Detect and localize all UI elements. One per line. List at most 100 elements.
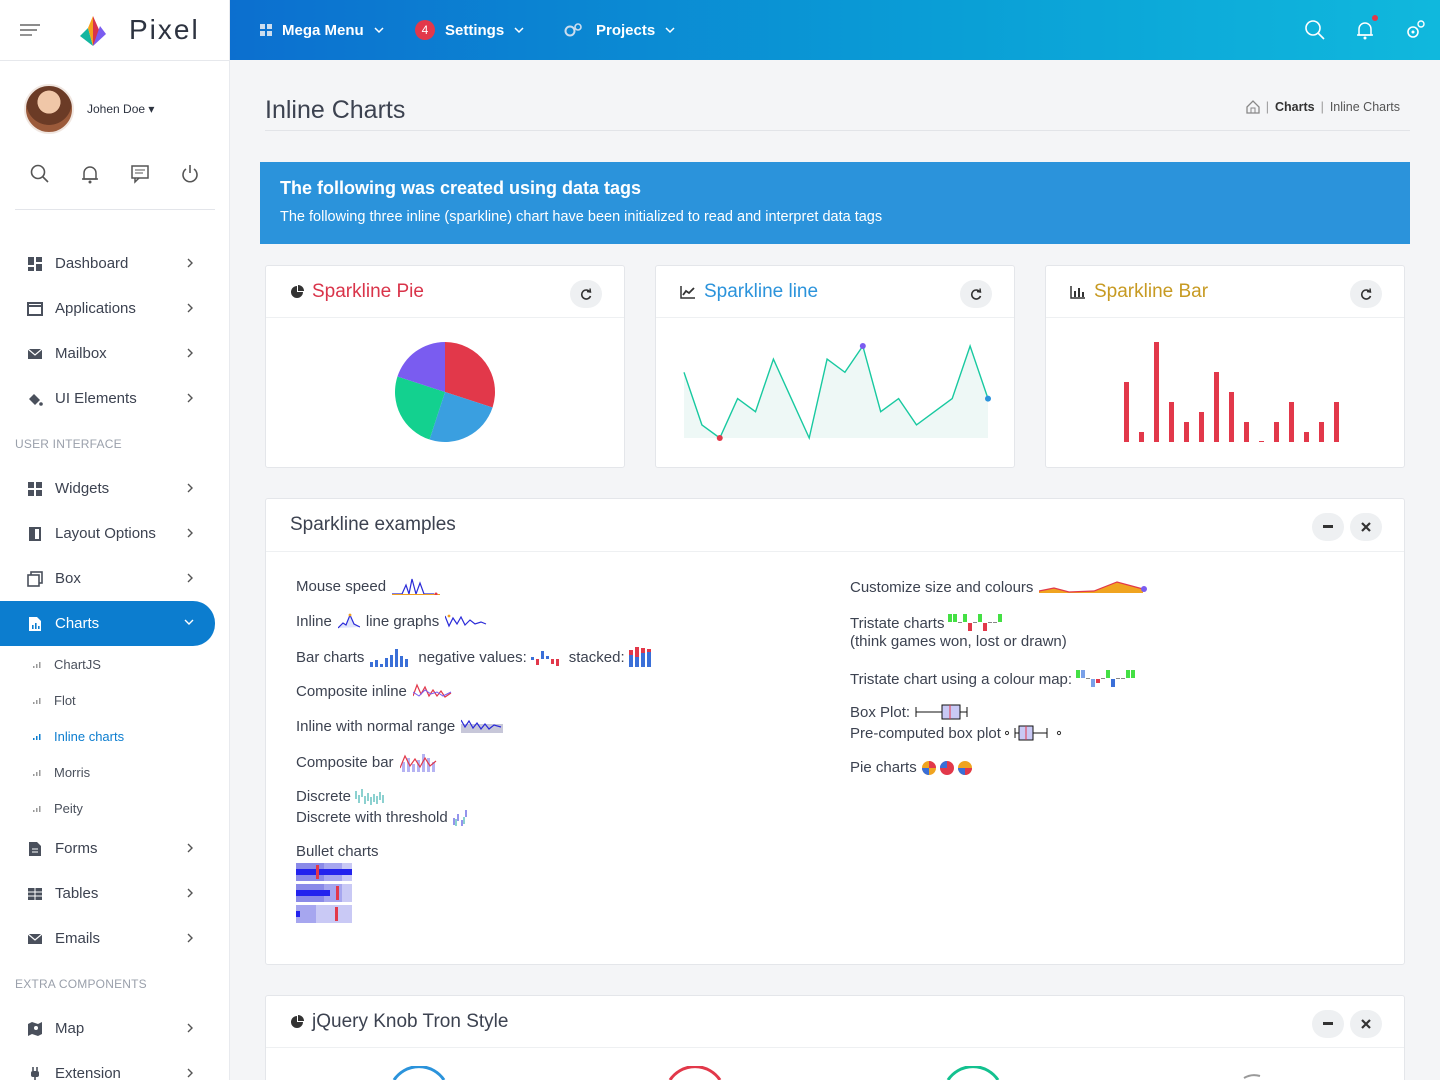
mini-line-sparkline: [445, 614, 487, 628]
sidebar: Pixel Johen Doe ▾ Dashboard Applications…: [0, 0, 230, 1080]
sidebar-subitem-label: Morris: [54, 764, 91, 780]
chevron-right-icon: [187, 483, 193, 493]
sidebar-subitem-flot[interactable]: Flot: [0, 682, 230, 718]
refresh-button[interactable]: [960, 280, 992, 308]
avatar[interactable]: [24, 84, 74, 134]
table-icon: [28, 887, 42, 900]
sidebar-item-mailbox[interactable]: Mailbox: [0, 331, 230, 376]
close-button[interactable]: [1350, 513, 1382, 541]
main-content: Inline Charts | Charts | Inline Charts T…: [230, 60, 1440, 1080]
map-icon: [28, 1021, 42, 1036]
settings-label: Settings: [445, 21, 505, 39]
sidebar-menu: Dashboard Applications Mailbox UI Elemen…: [0, 241, 230, 1080]
mini-negative-bar-sparkline: [530, 651, 559, 666]
knob-previews: [392, 1066, 1261, 1080]
sidebar-subitem-morris[interactable]: Morris: [0, 754, 230, 790]
projects-menu-button[interactable]: Projects: [564, 0, 675, 60]
hamburger-icon[interactable]: [20, 24, 40, 38]
line-chart-icon: [680, 285, 695, 299]
example-label: Pie charts: [850, 759, 917, 776]
settings-menu-button[interactable]: 4 Settings: [415, 0, 524, 60]
mini-line-sparkline: [392, 578, 441, 595]
chat-icon[interactable]: [130, 164, 150, 184]
notification-dot: [1372, 15, 1378, 21]
sidebar-subitem-peity[interactable]: Peity: [0, 790, 230, 826]
mega-menu-label: Mega Menu: [282, 21, 364, 39]
close-button[interactable]: [1350, 1010, 1382, 1038]
sidebar-item-tables[interactable]: Tables: [0, 871, 230, 916]
sidebar-subitem-label: Flot: [54, 692, 76, 708]
user-name[interactable]: Johen Doe ▾: [87, 102, 155, 116]
search-icon[interactable]: [1304, 19, 1326, 41]
power-icon[interactable]: [180, 164, 200, 184]
sidebar-subitem-chartjs[interactable]: ChartJS: [0, 646, 230, 682]
sidebar-subitem-inline-charts[interactable]: Inline charts: [0, 718, 230, 754]
example-inline-line-graphs: Inline line graphs: [296, 612, 489, 630]
bar: [1319, 422, 1324, 442]
sidebar-item-forms[interactable]: Forms: [0, 826, 230, 871]
sidebar-item-label: Map: [55, 1020, 85, 1037]
example-label: Bullet charts: [296, 843, 379, 860]
sidebar-item-map[interactable]: Map: [0, 1006, 230, 1051]
max-point: [859, 343, 866, 349]
search-icon[interactable]: [30, 164, 50, 184]
sparkline-pie-card: Sparkline Pie: [265, 265, 625, 468]
chevron-right-icon: [187, 393, 193, 403]
sidebar-item-charts[interactable]: Charts: [0, 601, 215, 646]
settings-badge: 4: [415, 20, 435, 40]
sidebar-item-box[interactable]: Box: [0, 556, 230, 601]
mega-menu-button[interactable]: Mega Menu: [260, 0, 384, 60]
sidebar-item-layout-options[interactable]: Layout Options: [0, 511, 230, 556]
home-icon[interactable]: [1246, 100, 1260, 114]
sidebar-item-emails[interactable]: Emails: [0, 916, 230, 961]
sidebar-item-dashboard[interactable]: Dashboard: [0, 241, 230, 286]
mini-discrete-threshold-sparkline: [453, 810, 467, 826]
sidebar-item-label: Box: [55, 570, 81, 587]
banner-text: The following three inline (sparkline) c…: [280, 209, 883, 225]
collapse-button[interactable]: [1312, 1010, 1344, 1038]
bar: [1289, 402, 1294, 442]
sidebar-subitem-label: Peity: [54, 800, 83, 816]
sparkline-bar-card: Sparkline Bar: [1045, 265, 1405, 468]
mini-area-sparkline: [1039, 581, 1148, 593]
example-tristate-map: Tristate chart using a colour map:: [850, 668, 1140, 690]
banner-title: The following was created using data tag…: [280, 178, 642, 198]
sparkline-pie-chart: [395, 342, 495, 442]
last-point: [985, 395, 991, 402]
mini-composite-sparkline: [412, 683, 452, 698]
bell-icon[interactable]: [80, 164, 100, 184]
sidebar-item-applications[interactable]: Applications: [0, 286, 230, 331]
sidebar-item-extension[interactable]: Extension: [0, 1051, 230, 1080]
refresh-button[interactable]: [1350, 280, 1382, 308]
bar: [1259, 441, 1264, 442]
settings-gear-icon[interactable]: [1404, 19, 1426, 41]
bar: [1199, 412, 1204, 442]
paint-bucket-icon: [29, 393, 43, 406]
breadcrumb: | Charts | Inline Charts: [1246, 100, 1400, 114]
refresh-button[interactable]: [570, 280, 602, 308]
bar-dot-icon: [33, 734, 41, 740]
notification-bell-icon[interactable]: [1354, 15, 1378, 41]
example-tristate: Tristate charts: [850, 612, 1012, 634]
chevron-down-icon: [184, 619, 194, 625]
example-discrete: Discrete: [296, 787, 387, 805]
sparkline-bar-chart: [1124, 342, 1339, 442]
mini-discrete-sparkline: [355, 789, 384, 805]
box-icon: [27, 570, 43, 587]
sidebar-item-ui-elements[interactable]: UI Elements: [0, 376, 230, 421]
sidebar-item-label: Emails: [55, 930, 101, 947]
mini-tristate-sparkline: [948, 614, 1003, 631]
breadcrumb-charts[interactable]: Charts: [1274, 100, 1315, 114]
chevron-down-icon: [665, 27, 675, 34]
chart-file-icon: [29, 616, 41, 631]
collapse-button[interactable]: [1312, 513, 1344, 541]
topbar-actions: [1276, 0, 1440, 60]
bar: [1214, 372, 1219, 442]
chevron-right-icon: [187, 573, 193, 583]
mini-tristate-colormap-sparkline: [1076, 670, 1136, 687]
sidebar-item-widgets[interactable]: Widgets: [0, 466, 230, 511]
sparkline-line-card: Sparkline line: [655, 265, 1015, 468]
bar: [1124, 382, 1129, 442]
example-normal-range: Inline with normal range: [296, 717, 505, 735]
logo-icon: [78, 14, 108, 48]
